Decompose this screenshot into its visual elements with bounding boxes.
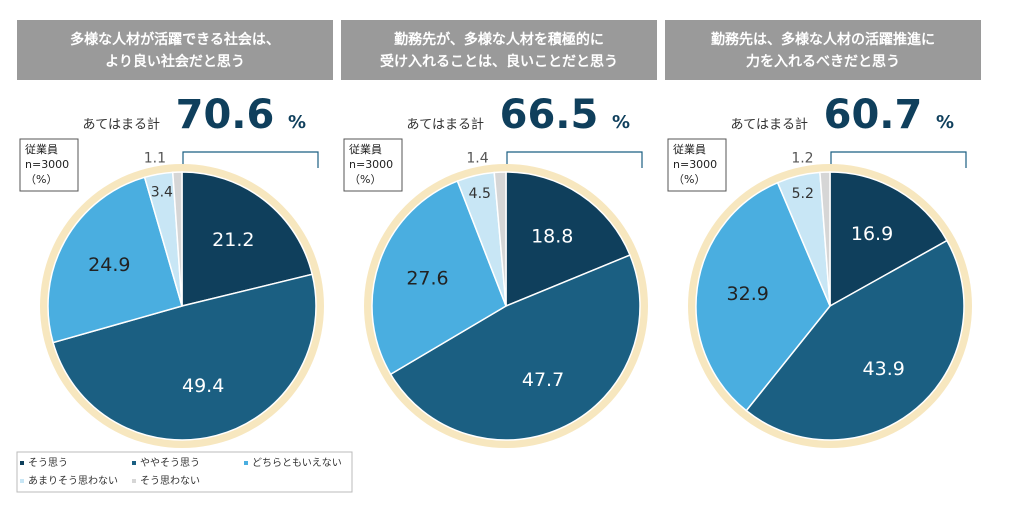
legend-label: あまりそう思わない [28, 475, 118, 487]
slice-label: 5.2 [792, 186, 814, 202]
title-box [17, 20, 333, 80]
note: n=3000 [349, 158, 393, 171]
bracket [506, 151, 643, 168]
pie-slice [371, 180, 507, 376]
slice-label: 43.9 [863, 358, 905, 380]
legend-swatch [132, 479, 136, 483]
legend-box [16, 451, 353, 493]
total-label: あてはまる計 [83, 117, 160, 133]
total-label: あてはまる計 [407, 117, 484, 133]
slice-label: 18.8 [531, 225, 573, 247]
pie-slice [171, 171, 183, 307]
note: 従業員 [25, 143, 58, 156]
note: n=3000 [25, 158, 69, 171]
legend-swatch [20, 479, 24, 483]
bracket [182, 151, 319, 168]
chart-title: 受け入れることは、良いことだと思う [380, 53, 618, 70]
total-unit: % [288, 112, 306, 133]
title-box [665, 20, 981, 80]
note: （%） [349, 173, 381, 186]
note: （%） [673, 173, 705, 186]
legend-label: そう思う [28, 457, 68, 469]
chart-title: 力を入れるべきだと思う [746, 53, 900, 70]
slice-label: 21.2 [212, 229, 254, 251]
note-box [343, 138, 403, 192]
slice-label: 32.9 [727, 283, 769, 305]
chart-title: 多様な人材が活躍できる社会は、 [70, 31, 280, 48]
pie-slice [505, 171, 631, 308]
chart-title: 勤務先が、多様な人材を積極的に [394, 31, 604, 48]
total-label: あてはまる計 [731, 117, 808, 133]
slice-label: 1.2 [791, 151, 813, 167]
slice-label: 16.9 [851, 223, 893, 245]
legend-swatch [20, 461, 24, 465]
pie-slice [695, 181, 831, 412]
pie-slice [493, 171, 507, 307]
note: 従業員 [349, 143, 382, 156]
legend-label: ややそう思う [140, 457, 200, 469]
note-box [19, 138, 79, 192]
slice-label: 27.6 [406, 267, 448, 289]
pie-slice [745, 239, 965, 441]
slice-label: 47.7 [522, 369, 564, 391]
pie-slice [181, 171, 314, 307]
note-box [667, 138, 727, 192]
total-value: 66.5 [500, 92, 599, 138]
pie-slice [52, 273, 317, 441]
legend-label: どちらともいえない [252, 457, 342, 469]
total-value: 60.7 [824, 92, 923, 138]
bracket [830, 151, 967, 168]
legend-label: そう思わない [140, 475, 200, 487]
total-value: 70.6 [176, 92, 275, 138]
title-box [341, 20, 657, 80]
total-unit: % [612, 112, 630, 133]
note: 従業員 [673, 143, 706, 156]
total-unit: % [936, 112, 954, 133]
slice-label: 4.5 [469, 186, 491, 202]
slice-label: 1.1 [144, 151, 166, 167]
slice-label: 3.4 [151, 185, 173, 201]
note: （%） [25, 173, 57, 186]
pie-slice [389, 254, 641, 441]
chart-title: より良い社会だと思う [105, 53, 245, 70]
note: n=3000 [673, 158, 717, 171]
legend-swatch [132, 461, 136, 465]
pie-slice [47, 176, 183, 344]
slice-label: 1.4 [466, 151, 488, 167]
chart-title: 勤務先は、多様な人材の活躍推進に [711, 31, 935, 48]
pie-slice [819, 171, 831, 307]
pie-slice [829, 171, 948, 308]
slice-label: 49.4 [182, 375, 224, 397]
slice-label: 24.9 [88, 254, 130, 276]
legend-swatch [244, 461, 248, 465]
